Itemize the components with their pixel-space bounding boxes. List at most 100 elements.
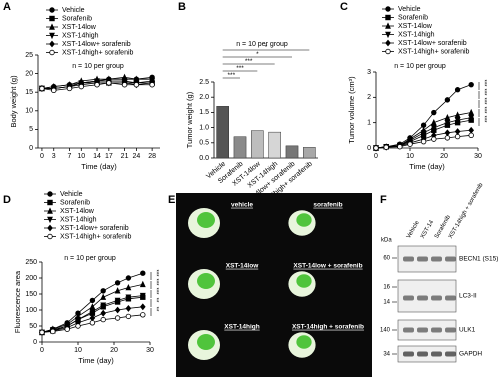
legend-label: XST-14low+ sorafenib xyxy=(62,41,131,48)
legend-label: XST-14high+ sorafenib xyxy=(62,49,134,56)
marker xyxy=(149,82,155,88)
significance: *** xyxy=(480,115,486,123)
row-label: ULK1 xyxy=(459,327,476,334)
annotation: n = 10 per group xyxy=(394,63,446,70)
legend-marker xyxy=(49,7,55,13)
legend-label: Sorafenib xyxy=(62,15,92,22)
legend-marker xyxy=(47,216,53,224)
marker xyxy=(444,129,451,137)
y-tick-label: 10 xyxy=(25,108,33,115)
significance: *** xyxy=(152,269,158,277)
marker xyxy=(431,136,437,142)
legend-label: XST-14low xyxy=(398,23,433,30)
significance: *** xyxy=(152,278,158,286)
significance: *** xyxy=(228,72,236,79)
blot-band xyxy=(431,256,442,262)
y-tick-label: 3 xyxy=(367,69,371,76)
legend-label: XST-14low+ sorafenib xyxy=(60,225,129,232)
y-tick-label: 0 xyxy=(29,145,33,152)
legend-marker xyxy=(49,32,55,40)
legend-label: Sorafenib xyxy=(60,199,90,206)
legend-label: XST-14low xyxy=(62,24,97,31)
legend-marker xyxy=(47,224,53,232)
x-axis-label: Time (day) xyxy=(409,162,445,171)
bar xyxy=(303,147,316,159)
marker xyxy=(139,280,146,288)
panel-label: F xyxy=(380,194,387,206)
kda-marker: 34 xyxy=(383,352,390,358)
legend-marker xyxy=(385,22,391,29)
marker xyxy=(373,145,379,151)
marker xyxy=(454,117,461,124)
y-tick-label: 50 xyxy=(29,323,37,330)
panel-label: A xyxy=(3,1,11,13)
marker xyxy=(420,130,427,137)
x-tick-label: 7 xyxy=(68,153,72,160)
legend-marker xyxy=(385,39,391,47)
legend-label: Vehicle xyxy=(60,191,83,198)
x-tick-label: 10 xyxy=(406,153,414,160)
marker xyxy=(39,329,45,336)
marker xyxy=(94,82,100,88)
marker xyxy=(114,287,121,294)
blot-band xyxy=(445,295,456,301)
marker xyxy=(50,328,56,335)
marker xyxy=(51,87,57,94)
annotation: n = 10 per group xyxy=(64,255,116,262)
legend-label: Vehicle xyxy=(62,7,85,14)
blot-band xyxy=(431,327,442,333)
tumor-fluorescence xyxy=(197,212,215,228)
blot-band xyxy=(403,256,414,262)
marker xyxy=(100,316,106,323)
y-tick-label: 1 xyxy=(367,120,371,127)
marker xyxy=(121,82,128,88)
legend-marker xyxy=(49,15,55,22)
marker xyxy=(78,83,84,90)
marker xyxy=(383,144,389,150)
marker xyxy=(430,125,437,132)
marker xyxy=(139,292,146,300)
marker xyxy=(125,283,132,291)
annotation: n = 10 per group xyxy=(236,41,288,48)
blot-band xyxy=(417,327,428,333)
legend-label: XST-14high xyxy=(62,32,99,39)
significance: ** xyxy=(152,298,158,303)
blot-band xyxy=(417,256,428,262)
marker xyxy=(454,128,461,135)
y-tick-label: 15 xyxy=(25,89,33,96)
tumor-fluorescence xyxy=(296,274,312,288)
x-tick-label: 17 xyxy=(105,153,113,160)
marker xyxy=(454,133,461,140)
marker xyxy=(89,314,96,322)
blot-band xyxy=(417,351,428,357)
legend-marker xyxy=(47,191,53,197)
marker xyxy=(64,326,70,332)
y-tick-label: 0 xyxy=(33,339,37,346)
y-tick-label: 2 xyxy=(367,94,371,101)
marker xyxy=(454,87,461,93)
legend-label: XST-14high+ sorafenib xyxy=(60,233,132,240)
marker xyxy=(420,138,427,145)
kda-marker: 14 xyxy=(383,300,390,306)
bar xyxy=(216,106,229,159)
marker xyxy=(100,302,107,309)
legend-label: XST-14low xyxy=(60,208,95,215)
kda-marker: 140 xyxy=(380,328,391,334)
x-tick-label: 3 xyxy=(52,153,56,160)
legend-marker xyxy=(385,48,391,55)
x-tick-label: 10 xyxy=(74,347,82,354)
blot-band xyxy=(445,327,456,333)
kda-marker: 60 xyxy=(383,256,390,262)
blot-unit: kDa xyxy=(381,238,392,244)
legend-marker xyxy=(49,23,55,30)
significance: *** xyxy=(480,106,486,114)
marker xyxy=(114,297,121,305)
x-tick-label: 10 xyxy=(77,153,85,160)
legend-label: Vehicle xyxy=(398,6,421,13)
marker xyxy=(454,111,461,118)
bar xyxy=(251,130,264,159)
blot-band xyxy=(445,351,456,357)
legend-label: XST-14high+ sorafenib xyxy=(398,48,470,55)
significance: *** xyxy=(245,58,253,65)
y-tick-label: 200 xyxy=(25,275,37,282)
